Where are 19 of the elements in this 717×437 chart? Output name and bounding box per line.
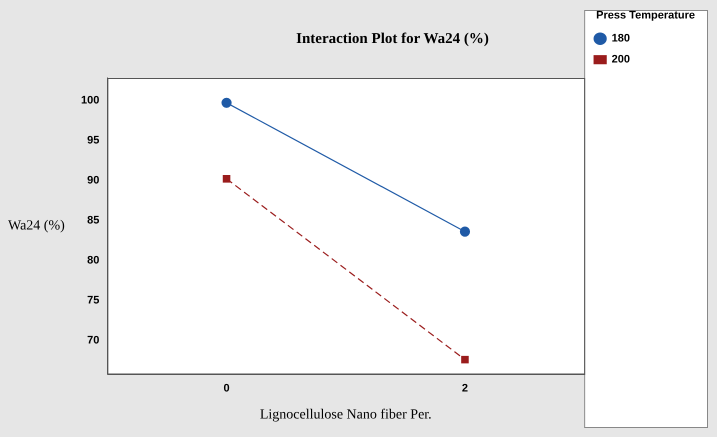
x-tick-label: 2 bbox=[462, 382, 468, 395]
x-tick-label: 0 bbox=[223, 382, 230, 395]
x-axis-title: Lignocellulose Nano fiber Per. bbox=[260, 407, 432, 422]
point bbox=[221, 98, 232, 108]
point bbox=[222, 175, 230, 183]
legend-label: 200 bbox=[612, 54, 630, 66]
y-tick-label: 70 bbox=[87, 334, 100, 346]
chart-title: Interaction Plot for Wa24 (%) bbox=[296, 30, 489, 47]
point bbox=[461, 356, 469, 364]
y-tick-label: 95 bbox=[87, 134, 100, 146]
y-tick-label: 80 bbox=[87, 254, 100, 266]
point bbox=[460, 226, 470, 237]
y-tick-label: 85 bbox=[87, 214, 100, 226]
legend-label: 180 bbox=[612, 32, 630, 45]
y-tick-label: 75 bbox=[87, 294, 100, 306]
y-axis-title: Wa24 (%) bbox=[8, 218, 66, 234]
y-tick-label: 100 bbox=[80, 94, 100, 106]
legend-title: Press Temperature bbox=[596, 10, 696, 22]
y-tick-label: 90 bbox=[87, 174, 100, 186]
